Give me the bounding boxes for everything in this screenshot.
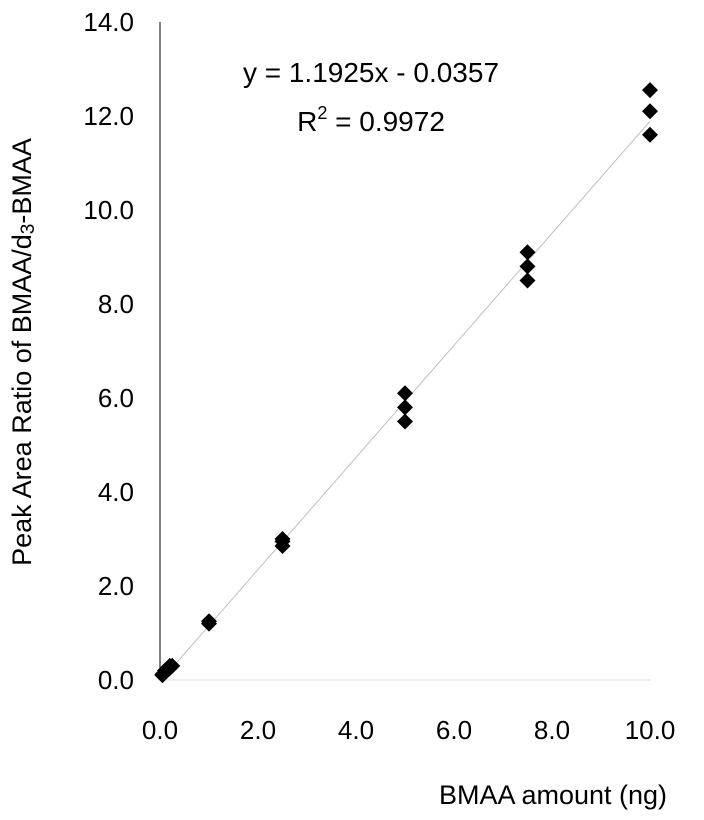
data-point xyxy=(201,613,217,630)
y-tick-label: 2.0 xyxy=(98,571,134,601)
x-axis-title: BMAA amount (ng) xyxy=(439,780,667,810)
data-point xyxy=(397,385,413,402)
r-squared-symbol: R xyxy=(297,106,317,137)
data-point xyxy=(397,399,413,416)
y-tick-label: 6.0 xyxy=(98,383,134,413)
y-axis-title: Peak Area Ratio of BMAA/d3-BMAA xyxy=(7,138,39,566)
y-tick-label: 10.0 xyxy=(83,195,134,225)
r-squared-label: R2 = 0.9972 xyxy=(297,103,445,137)
r-squared-superscript: 2 xyxy=(317,103,327,123)
y-tick-label: 4.0 xyxy=(98,477,134,507)
data-point xyxy=(642,103,658,120)
data-point xyxy=(274,531,291,547)
y-tick-label: 0.0 xyxy=(98,665,134,695)
y-axis-title-main: Peak Area Ratio of BMAA/d xyxy=(7,234,37,566)
data-point xyxy=(642,126,658,143)
x-tick-labels: 0.0 2.0 4.0 6.0 8.0 10.0 xyxy=(142,715,675,745)
x-tick-label: 2.0 xyxy=(240,715,276,745)
y-axis-title-subscript: 3 xyxy=(18,224,39,235)
data-point xyxy=(642,82,658,99)
x-tick-label: 10.0 xyxy=(625,715,676,745)
data-point xyxy=(519,244,536,261)
x-tick-label: 4.0 xyxy=(338,715,374,745)
data-point xyxy=(519,272,536,289)
x-tick-label: 8.0 xyxy=(534,715,570,745)
y-tick-labels: 0.0 2.0 4.0 6.0 8.0 10.0 12.0 14.0 xyxy=(83,7,134,695)
r-squared-value: = 0.9972 xyxy=(327,106,445,137)
y-tick-label: 14.0 xyxy=(83,7,134,37)
y-tick-label: 8.0 xyxy=(98,289,134,319)
data-points xyxy=(154,82,658,684)
y-axis-title-end: -BMAA xyxy=(7,138,37,224)
x-tick-label: 0.0 xyxy=(142,715,178,745)
y-tick-label: 12.0 xyxy=(83,101,134,131)
x-tick-label: 6.0 xyxy=(436,715,472,745)
trendline-equation: y = 1.1925x - 0.0357 xyxy=(243,57,499,88)
data-point xyxy=(164,657,181,674)
data-point xyxy=(519,258,536,275)
data-point xyxy=(397,413,413,430)
